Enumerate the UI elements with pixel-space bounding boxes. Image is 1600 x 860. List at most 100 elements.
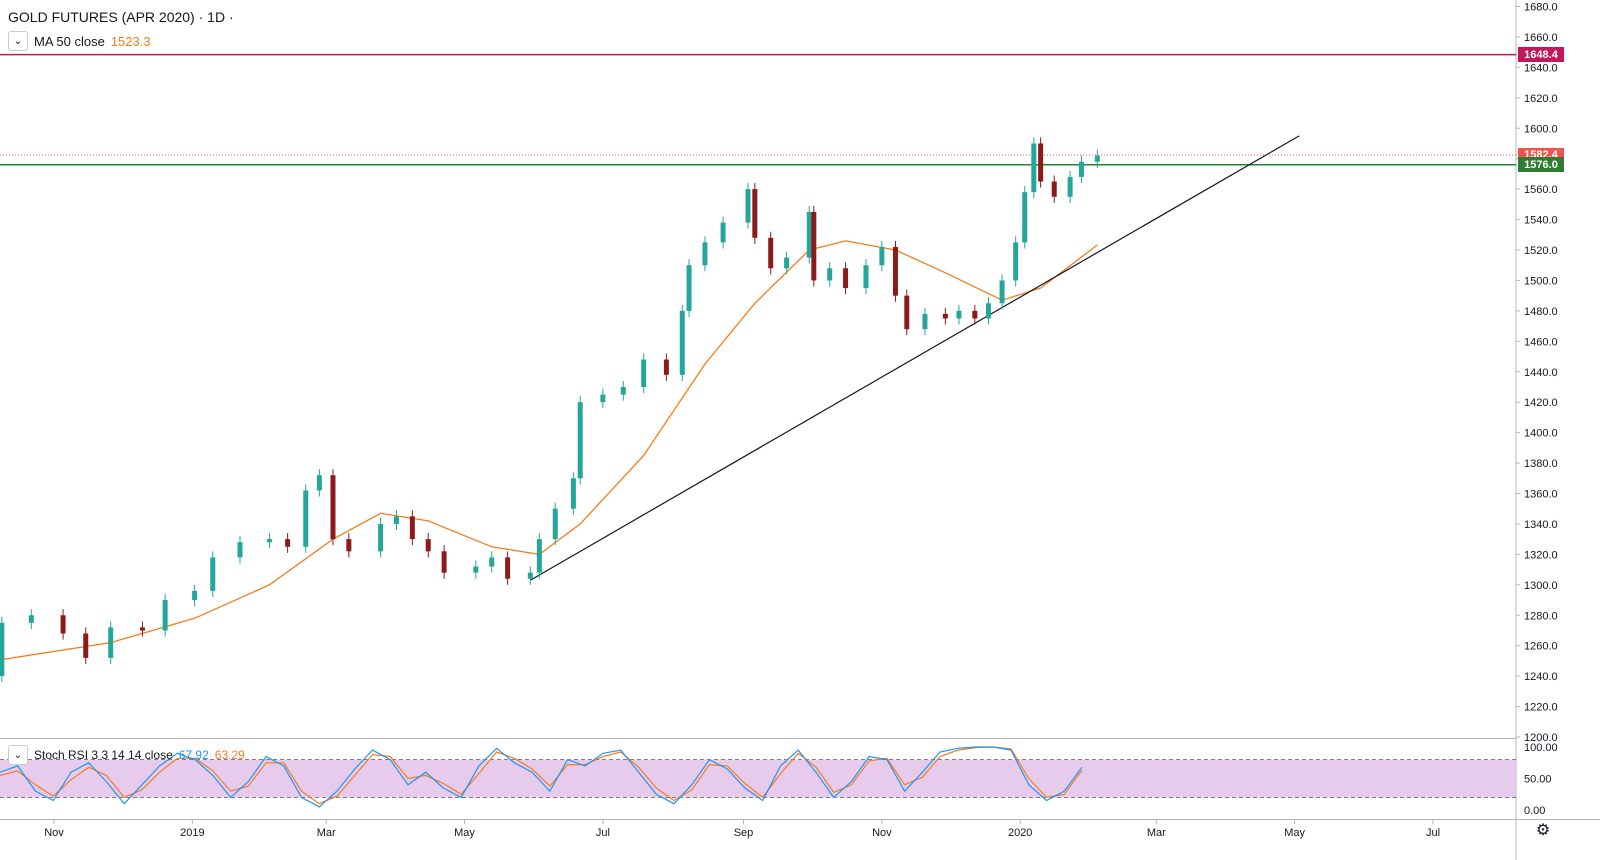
candle-body xyxy=(0,622,5,677)
y-tick-label: 1280.0 xyxy=(1524,610,1558,622)
y-tick-label: 1340.0 xyxy=(1524,519,1558,531)
candle-body xyxy=(237,542,243,558)
chevron-down-icon[interactable]: ⌄ xyxy=(8,745,28,765)
x-tick-label: May xyxy=(454,827,475,839)
candle-body xyxy=(1067,176,1073,197)
y-tick-label: 1600.0 xyxy=(1524,123,1558,135)
candle-body xyxy=(393,516,399,524)
x-tick-label: May xyxy=(1284,827,1305,839)
candle-body xyxy=(904,295,910,330)
candle-body xyxy=(956,310,962,319)
candle-body xyxy=(663,359,669,375)
candle-body xyxy=(620,386,626,395)
candle-body xyxy=(473,566,479,573)
x-tick-label: 2020 xyxy=(1008,827,1032,839)
candle-body xyxy=(441,551,447,573)
candle-body xyxy=(60,615,66,634)
stoch-legend: ⌄ Stoch RSI 3 3 14 14 close 67.92 63.29 xyxy=(8,745,245,765)
trendline xyxy=(529,135,1300,581)
candle-body xyxy=(425,539,431,552)
y-tick-label: 1680.0 xyxy=(1524,2,1558,14)
candle-body xyxy=(892,246,898,296)
candle-body xyxy=(162,600,168,631)
stoch-tick-label: 50.00 xyxy=(1524,774,1552,786)
y-tick-label: 1540.0 xyxy=(1524,215,1558,227)
stoch-tick-label: 0.00 xyxy=(1524,805,1545,817)
candle-body xyxy=(577,402,583,479)
gear-icon[interactable]: ⚙ xyxy=(1535,822,1551,839)
candle-body xyxy=(811,211,817,281)
x-tick-label: Nov xyxy=(872,827,892,839)
candle-body xyxy=(745,189,751,223)
x-tick-label: Jul xyxy=(596,827,610,839)
chart-title: GOLD FUTURES (APR 2020) · 1D · xyxy=(8,9,234,25)
candle-body xyxy=(378,523,384,552)
candle-body xyxy=(346,539,352,552)
candle-body xyxy=(863,265,869,289)
ma-legend-label: MA 50 close xyxy=(34,33,105,49)
x-tick-label: Mar xyxy=(1147,827,1166,839)
candle-body xyxy=(1031,143,1037,193)
ma-legend: ⌄ MA 50 close 1523.3 xyxy=(8,31,151,51)
candle-body xyxy=(600,394,606,403)
y-tick-label: 1620.0 xyxy=(1524,93,1558,105)
stoch-band xyxy=(0,759,1516,798)
y-tick-label: 1660.0 xyxy=(1524,32,1558,44)
stoch-tick-label: 100.00 xyxy=(1524,742,1558,754)
stoch-k-line xyxy=(0,746,1083,808)
y-tick-label: 1480.0 xyxy=(1524,306,1558,318)
y-tick-label: 1300.0 xyxy=(1524,580,1558,592)
y-tick-label: 1400.0 xyxy=(1524,428,1558,440)
candle-body xyxy=(409,516,415,540)
candle-body xyxy=(108,627,114,658)
y-tick-label: 1220.0 xyxy=(1524,702,1558,714)
candle-body xyxy=(303,490,309,547)
candle-body xyxy=(999,280,1005,304)
candle-body xyxy=(806,211,812,258)
candle-body xyxy=(1094,155,1100,162)
candle-body xyxy=(527,572,533,579)
ma-legend-value: 1523.3 xyxy=(110,33,151,49)
x-tick-label: Mar xyxy=(317,827,336,839)
y-tick-label: 1320.0 xyxy=(1524,549,1558,561)
candle-body xyxy=(570,478,576,509)
y-tick-label: 1360.0 xyxy=(1524,489,1558,501)
x-tick-label: Jul xyxy=(1426,827,1440,839)
candle-body xyxy=(536,539,542,573)
candle-body xyxy=(972,310,978,319)
candle-body xyxy=(1051,181,1057,197)
candle-body xyxy=(489,557,495,567)
y-tick-label: 1560.0 xyxy=(1524,184,1558,196)
candle-body xyxy=(768,237,774,269)
support-price-label: 1576.0 xyxy=(1518,157,1564,173)
candle-body xyxy=(285,539,291,547)
y-tick-label: 1200.0 xyxy=(1524,732,1558,744)
candle-body xyxy=(843,268,849,289)
candle-body xyxy=(686,265,692,311)
candle-body xyxy=(266,539,272,543)
candle-body xyxy=(210,557,216,591)
y-tick-label: 1380.0 xyxy=(1524,458,1558,470)
y-tick-label: 1460.0 xyxy=(1524,336,1558,348)
candle-body xyxy=(784,257,790,269)
y-tick-label: 1240.0 xyxy=(1524,671,1558,683)
x-tick-label: 2019 xyxy=(180,827,204,839)
candle-body xyxy=(139,627,145,631)
candle-body xyxy=(985,303,991,319)
y-tick-label: 1420.0 xyxy=(1524,397,1558,409)
candle-body xyxy=(679,310,685,375)
candle-body xyxy=(316,475,322,491)
ma50-line xyxy=(0,240,1098,661)
stoch-legend-label: Stoch RSI 3 3 14 14 close xyxy=(34,748,173,762)
resistance-price-label: 1648.4 xyxy=(1518,47,1564,63)
y-tick-label: 1500.0 xyxy=(1524,275,1558,287)
candle-body xyxy=(879,246,885,266)
candle-body xyxy=(1078,161,1084,177)
stoch-d-value: 63.29 xyxy=(214,748,245,762)
stoch-k-value: 67.92 xyxy=(178,748,209,762)
candle-body xyxy=(720,222,726,243)
candle-body xyxy=(83,633,89,658)
candle-body xyxy=(28,615,34,623)
chevron-down-icon[interactable]: ⌄ xyxy=(8,31,28,51)
